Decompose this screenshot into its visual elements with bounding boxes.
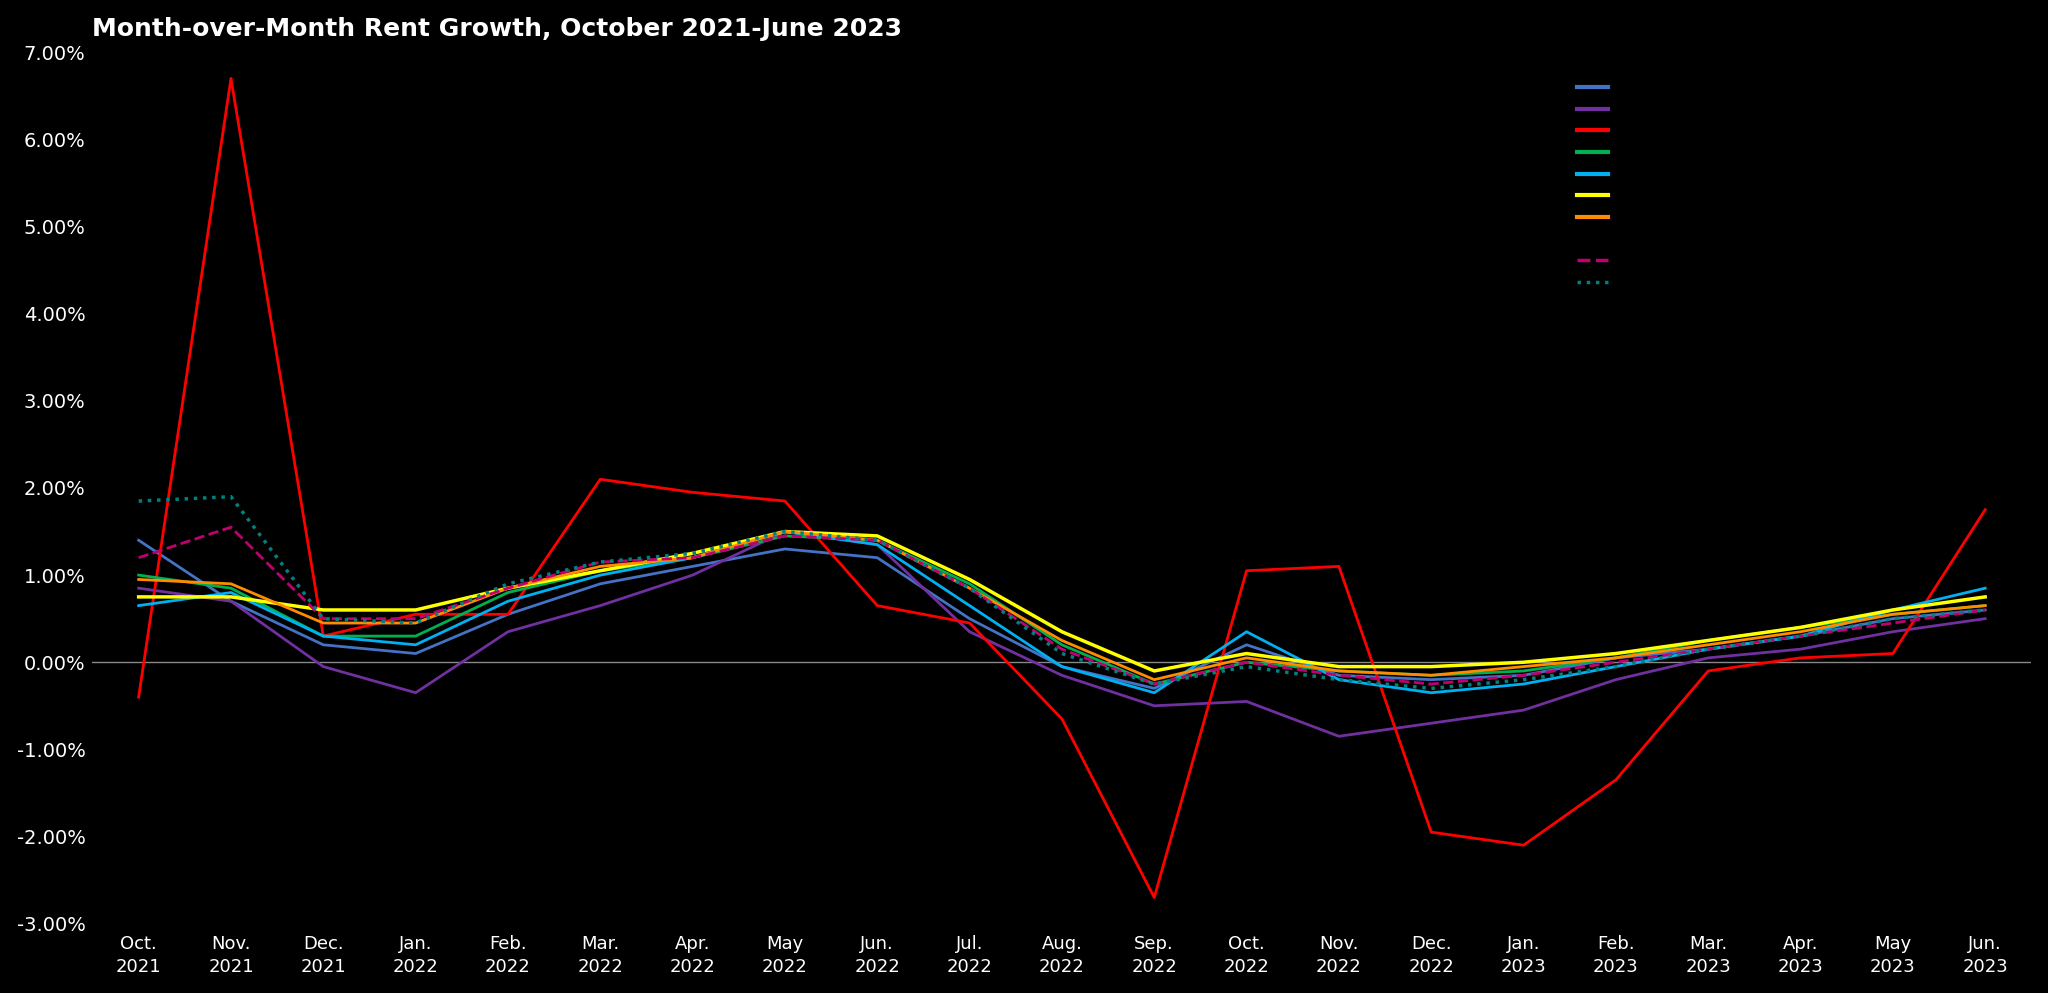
Text: Month-over-Month Rent Growth, October 2021-June 2023: Month-over-Month Rent Growth, October 20… — [92, 17, 903, 41]
Legend: , , , , , , , , , : , , , , , , , , , — [1573, 76, 1622, 294]
